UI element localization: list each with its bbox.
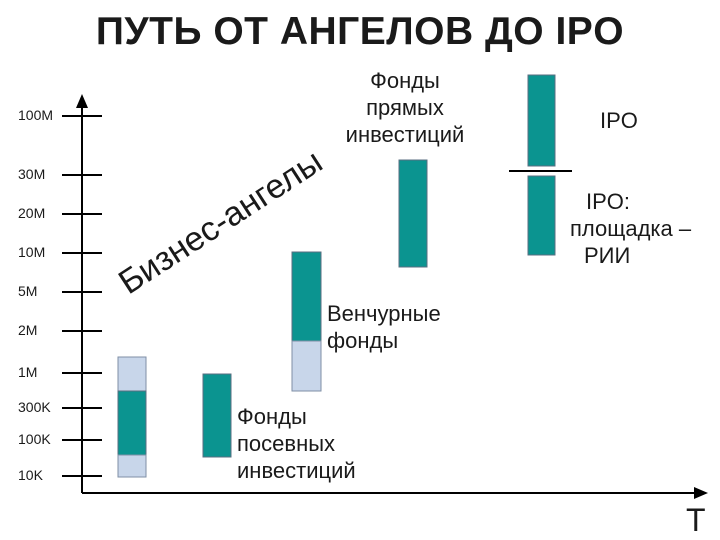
tick-label-100M: 100M — [18, 107, 54, 123]
seed-funds-label: Фонды посевных инвестиций — [237, 403, 356, 484]
tick-label-30M: 30M — [18, 166, 46, 182]
private-equity-label: Фонды прямых инвестиций — [325, 67, 485, 148]
private-equity-label-line: Фонды — [370, 68, 440, 93]
x-axis-label: T — [686, 502, 706, 538]
seed-funds-label-line: посевных — [237, 431, 336, 456]
ipo-label: IPO — [600, 108, 638, 133]
seed-funds-label-line: инвестиций — [237, 458, 356, 483]
venture-bar-bottom — [291, 340, 322, 392]
private-equity-label-line: инвестиций — [345, 122, 465, 147]
venture-funds-label: Венчурные фонды — [327, 300, 441, 354]
ipo-platform-bar — [527, 175, 556, 256]
tick-marks — [62, 115, 102, 477]
angels-bar-core — [117, 390, 147, 456]
ipo-platform-label-line: IPO: — [586, 189, 631, 214]
tick-label-300K: 300K — [18, 399, 51, 415]
tick-label-20M: 20M — [18, 205, 46, 221]
tick-label-10M: 10M — [18, 244, 46, 260]
tick-label-10K: 10K — [18, 467, 43, 483]
ipo-platform-label-line: площадка – — [570, 216, 692, 241]
private-equity-label-line: прямых — [366, 95, 444, 120]
ipo-bar — [527, 74, 556, 167]
angels-bar-top — [117, 356, 147, 392]
x-axis-arrow-icon — [694, 487, 708, 499]
y-axis-arrow-icon — [76, 94, 88, 108]
private-equity-bar — [398, 159, 428, 268]
angels-bar-bottom — [117, 454, 147, 478]
seed-funds-label-line: Фонды — [237, 404, 307, 429]
tick-label-2M: 2M — [18, 322, 38, 338]
seed-bar — [202, 373, 232, 458]
venture-bar-core — [291, 251, 322, 342]
ipo-platform-label: IPO: площадка – РИИ — [570, 188, 715, 269]
tick-label-5M: 5M — [18, 283, 38, 299]
venture-funds-label-line: фонды — [327, 328, 399, 353]
venture-funds-label-line: Венчурные — [327, 301, 441, 326]
tick-label-100K: 100K — [18, 431, 51, 447]
tick-label-1M: 1M — [18, 364, 38, 380]
ipo-platform-label-line: РИИ — [584, 243, 631, 268]
page-title: ПУТЬ ОТ АНГЕЛОВ ДО IPO — [95, 10, 625, 53]
